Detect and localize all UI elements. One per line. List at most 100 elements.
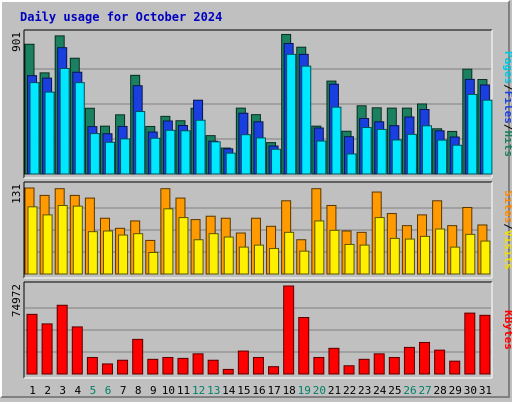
x-tick-22: 22: [343, 384, 356, 397]
x-tick-28: 28: [434, 384, 447, 397]
bar-pages-30: [467, 93, 478, 175]
bar-pages-28: [437, 139, 448, 175]
bar-pages-14: [225, 152, 236, 175]
bar-visits-21: [329, 229, 340, 275]
x-tick-1: 1: [29, 384, 36, 397]
x-tick-30: 30: [464, 384, 477, 397]
bar-pages-23: [361, 127, 372, 175]
bar-visits-19: [299, 250, 310, 275]
x-tick-9: 9: [150, 384, 157, 397]
x-tick-24: 24: [373, 384, 387, 397]
bar-kbytes-6: [101, 363, 113, 375]
bar-kbytes-10: [162, 356, 174, 375]
x-tick-11: 11: [177, 384, 190, 397]
bar-pages-4: [74, 82, 85, 175]
bar-kbytes-24: [373, 353, 385, 375]
bar-pages-19: [301, 65, 312, 175]
bar-kbytes-7: [117, 359, 129, 375]
bar-pages-24: [376, 128, 387, 175]
bar-visits-15: [238, 246, 249, 275]
bar-kbytes-31: [479, 314, 491, 375]
bar-visits-5: [87, 231, 98, 275]
bar-pages-13: [210, 141, 221, 175]
bar-pages-27: [422, 125, 433, 175]
x-tick-6: 6: [105, 384, 112, 397]
bar-visits-3: [57, 204, 68, 275]
legend-item: KBytes: [502, 310, 512, 350]
bar-pages-29: [452, 144, 463, 175]
bar-visits-2: [42, 214, 53, 275]
bar-visits-14: [223, 236, 234, 275]
bar-kbytes-20: [313, 356, 325, 375]
bar-kbytes-22: [343, 365, 355, 375]
bar-visits-26: [404, 238, 415, 275]
x-tick-2: 2: [44, 384, 51, 397]
x-tick-15: 15: [237, 384, 250, 397]
bar-pages-1: [29, 82, 40, 175]
bar-visits-31: [480, 240, 491, 275]
bar-pages-8: [135, 111, 146, 175]
legend-item: /: [502, 84, 512, 91]
bar-kbytes-15: [237, 350, 249, 375]
bar-kbytes-30: [464, 312, 476, 375]
bar-kbytes-18: [283, 285, 295, 375]
bar-visits-24: [374, 217, 385, 275]
bar-pages-7: [120, 138, 131, 175]
x-tick-19: 19: [298, 384, 311, 397]
bar-kbytes-25: [388, 356, 400, 375]
bar-visits-30: [465, 233, 476, 275]
x-tick-26: 26: [403, 384, 416, 397]
bar-kbytes-12: [192, 353, 204, 375]
bar-pages-20: [316, 140, 327, 175]
legend-item: Hits: [502, 131, 512, 158]
legend-item: Sites: [502, 190, 512, 223]
y-max-label: 131: [10, 184, 23, 204]
x-tick-25: 25: [388, 384, 401, 397]
legend-item: Files: [502, 91, 512, 124]
bar-visits-28: [435, 228, 446, 275]
bar-visits-7: [118, 234, 129, 275]
bar-visits-29: [450, 246, 461, 275]
bar-visits-4: [72, 205, 83, 275]
bar-kbytes-5: [86, 356, 98, 375]
legend-sites-visits: Sites/Visits: [502, 190, 512, 270]
bar-visits-20: [314, 220, 325, 275]
x-tick-31: 31: [479, 384, 492, 397]
bar-kbytes-3: [56, 304, 68, 375]
bar-kbytes-14: [222, 368, 234, 375]
bar-kbytes-11: [177, 357, 189, 375]
legend-item: /: [502, 223, 512, 230]
bar-pages-15: [240, 134, 251, 175]
y-max-label: 74972: [10, 284, 23, 317]
bar-pages-10: [165, 129, 176, 175]
bar-pages-18: [286, 53, 297, 175]
bar-kbytes-28: [434, 349, 446, 375]
bar-kbytes-21: [328, 347, 340, 375]
bar-kbytes-27: [419, 341, 431, 375]
x-tick-7: 7: [120, 384, 127, 397]
bar-kbytes-9: [147, 358, 159, 375]
x-tick-17: 17: [267, 384, 280, 397]
bar-pages-17: [271, 148, 282, 175]
legend-item: Visits: [502, 230, 512, 270]
bar-pages-31: [482, 99, 493, 175]
bar-kbytes-8: [132, 338, 144, 375]
bar-visits-8: [133, 233, 144, 275]
bar-kbytes-19: [298, 317, 310, 375]
x-tick-20: 20: [313, 384, 326, 397]
bar-pages-25: [391, 139, 402, 175]
x-tick-8: 8: [135, 384, 142, 397]
bar-pages-22: [346, 153, 357, 175]
bar-kbytes-4: [71, 326, 83, 375]
bar-visits-9: [148, 252, 159, 275]
x-tick-5: 5: [90, 384, 97, 397]
bar-pages-11: [180, 130, 191, 175]
bar-kbytes-26: [403, 346, 415, 375]
bar-pages-3: [59, 67, 70, 175]
bar-pages-6: [104, 141, 115, 175]
x-tick-29: 29: [449, 384, 462, 397]
bar-kbytes-17: [268, 366, 280, 375]
chart-title: Daily usage for October 2024: [20, 10, 222, 24]
chart-panels: 901Pages/Files/Hits131Sites/Visits74972K…: [10, 29, 512, 379]
